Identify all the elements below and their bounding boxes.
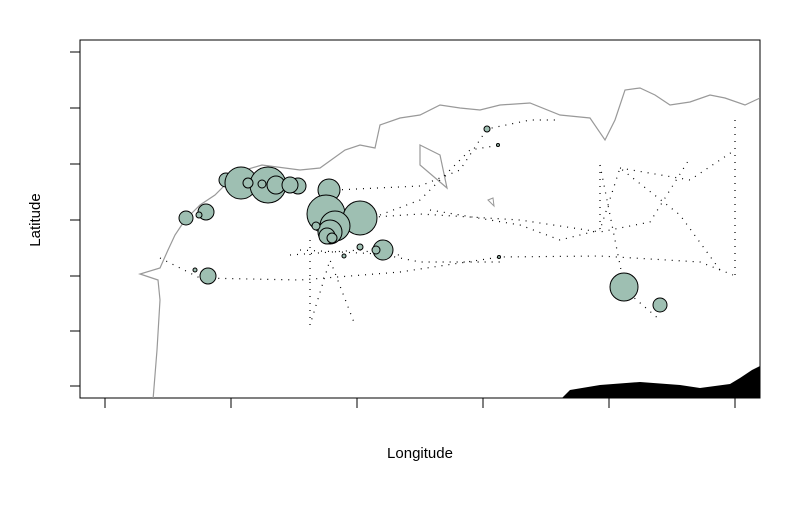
tracks <box>159 119 736 326</box>
y-axis-label: Latitude <box>27 193 44 246</box>
x-axis-label: Longitude <box>387 445 453 462</box>
y-ticks <box>70 51 80 387</box>
catch-bubbles <box>178 125 668 313</box>
x-ticks <box>104 398 736 408</box>
islet <box>487 197 495 208</box>
plot-frame <box>79 39 761 399</box>
island <box>419 144 448 190</box>
map-area <box>138 87 760 398</box>
land-mass <box>562 366 760 398</box>
coastline <box>138 87 760 398</box>
